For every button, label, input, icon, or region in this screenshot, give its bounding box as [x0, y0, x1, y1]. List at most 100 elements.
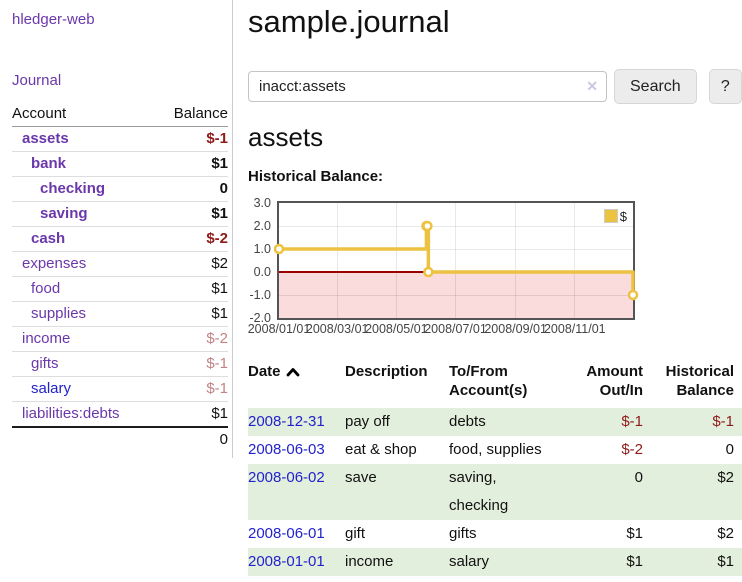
search-box: ✕	[248, 71, 607, 102]
account-balance: $1	[155, 301, 228, 327]
account-column-header: Account	[12, 102, 156, 127]
app-title-link[interactable]: hledger-web	[12, 11, 95, 28]
sidebar-account-food[interactable]: food	[31, 280, 61, 297]
account-row: expenses $2	[12, 251, 228, 277]
sort-ascending-icon	[286, 367, 299, 376]
historical-balance-plot: $	[273, 201, 639, 320]
account-row: checking 0	[12, 176, 228, 202]
account-row: assets $-1	[12, 126, 228, 152]
legend-swatch-icon	[603, 209, 618, 223]
sidebar-account-cash[interactable]: cash	[31, 230, 66, 247]
sidebar-account-bank[interactable]: bank	[31, 155, 67, 172]
transaction-description: save	[345, 464, 449, 520]
sidebar-item-journal[interactable]: Journal	[12, 72, 62, 89]
register-row: 2008-06-02 save saving, checking 0 $2	[248, 464, 742, 520]
account-balance: $1	[155, 276, 228, 302]
register-row: 2008-06-01 gift gifts $1 $2	[248, 520, 742, 548]
help-button[interactable]: ?	[708, 69, 742, 104]
account-balance: $1	[155, 401, 228, 427]
account-balance: $-1	[155, 126, 228, 152]
sidebar-account-income[interactable]: income	[22, 330, 71, 347]
h-gridline	[279, 294, 633, 296]
search-input[interactable]	[248, 71, 607, 102]
transaction-accounts: gifts	[449, 525, 477, 542]
sidebar-account-salary[interactable]: salary	[31, 380, 72, 397]
balance-column-header: Historical Balance	[665, 363, 734, 399]
description-column-header: Description	[345, 363, 428, 380]
historical-balance-chart: 3.0 2.0 1.0 0.0 -1.0 -2.0 $ 2008/01/01 2008/03…	[248, 196, 639, 338]
sidebar-account-checking[interactable]: checking	[40, 180, 106, 197]
sidebar-account-supplies[interactable]: supplies	[31, 305, 87, 322]
transaction-accounts: debts	[449, 408, 567, 436]
chart-y-labels: 3.0 2.0 1.0 0.0 -1.0 -2.0	[243, 196, 271, 325]
transaction-date-link[interactable]: 2008-12-31	[248, 413, 325, 430]
h-gridline	[279, 248, 633, 250]
y-axis-tick: 0.0	[253, 265, 271, 279]
accounts-column-header: To/From Account(s)	[449, 363, 528, 399]
account-balance: $-1	[155, 351, 228, 377]
account-row: income $-2	[12, 326, 228, 352]
sidebar-account-saving[interactable]: saving	[40, 205, 88, 222]
transaction-date-link[interactable]: 2008-06-03	[248, 441, 325, 458]
x-axis-tick: 2008/03/01	[305, 322, 369, 336]
register-row: 2008-12-31 pay off debts $-1 $-1	[248, 408, 742, 436]
transaction-amount: $1	[626, 525, 643, 542]
v-gridline	[395, 203, 397, 318]
search-form: ✕ Search ?	[248, 69, 742, 104]
legend-label: $	[619, 208, 627, 224]
balance-column-header: Balance	[155, 102, 228, 127]
clear-search-icon[interactable]: ✕	[586, 78, 598, 94]
account-row: salary $-1	[12, 376, 228, 402]
account-row: supplies $1	[12, 301, 228, 327]
account-row: cash $-2	[12, 226, 228, 252]
transaction-balance: $2	[647, 464, 742, 520]
transaction-amount: 0	[567, 464, 647, 520]
accounts-table: Account Balance assets $-1 bank $1 check…	[12, 102, 228, 452]
x-axis-tick: 2008/09/01	[484, 322, 547, 336]
account-row: bank $1	[12, 151, 228, 177]
y-axis-tick: 2.0	[253, 219, 271, 233]
sidebar-account-expenses[interactable]: expenses	[22, 255, 87, 272]
account-balance: $-2	[155, 226, 228, 252]
chart-x-labels: 2008/01/01 2008/03/01 2008/05/01 2008/07/01…	[248, 322, 633, 338]
search-button[interactable]: Search	[614, 69, 697, 104]
account-balance: $1	[155, 201, 228, 227]
account-balance: $2	[155, 251, 228, 277]
account-balance: $-1	[155, 376, 228, 402]
transaction-accounts: saving, checking	[449, 464, 567, 520]
zero-line	[279, 271, 633, 273]
page-title: sample.journal	[248, 4, 450, 39]
account-row: liabilities:debts $1	[12, 401, 228, 427]
transaction-date-link[interactable]: 2008-06-01	[248, 525, 325, 542]
sidebar: hledger-web Journal Account Balance asse…	[0, 0, 233, 458]
date-column-header[interactable]: Date	[248, 362, 345, 408]
main-content: sample.journal ✕ Search ? assets Histori…	[233, 0, 742, 576]
v-gridline	[455, 203, 456, 318]
transaction-description: income	[345, 548, 449, 576]
sidebar-account-gifts[interactable]: gifts	[31, 355, 59, 372]
chart-legend: $	[601, 208, 629, 224]
h-gridline	[279, 225, 633, 227]
sidebar-account-liabilities-debts[interactable]: liabilities:debts	[22, 405, 120, 422]
v-gridline	[336, 203, 338, 318]
account-row: gifts $-1	[12, 351, 228, 377]
sidebar-account-assets[interactable]: assets	[22, 130, 69, 147]
transaction-accounts: salary	[449, 548, 567, 576]
accounts-total-row: 0	[12, 426, 228, 452]
transaction-amount: $-2	[621, 441, 643, 458]
transaction-date-link[interactable]: 2008-06-02	[248, 469, 325, 486]
y-axis-tick: -1.0	[249, 288, 271, 302]
transaction-amount: $1	[567, 548, 647, 576]
y-axis-tick: 1.0	[253, 242, 271, 256]
transaction-balance: $-1	[647, 408, 742, 436]
account-row: food $1	[12, 276, 228, 302]
x-axis-tick: 2008/11/01	[543, 322, 606, 336]
transaction-description: gift	[345, 525, 366, 542]
transaction-date-link[interactable]: 2008-01-01	[248, 553, 325, 570]
account-heading: assets	[248, 122, 324, 152]
transaction-balance: $1	[647, 548, 742, 576]
transaction-description: pay off	[345, 408, 449, 436]
y-axis-tick: 3.0	[253, 196, 271, 210]
chart-title: Historical Balance:	[248, 168, 384, 185]
y-axis-tick: -2.0	[249, 311, 271, 325]
